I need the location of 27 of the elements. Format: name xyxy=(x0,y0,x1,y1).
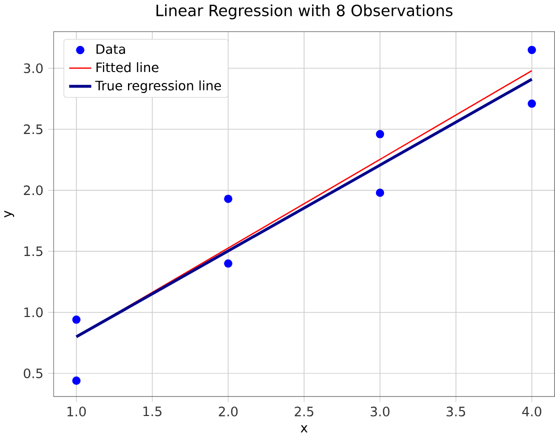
y-tick-label: 0.5 xyxy=(24,368,42,378)
y-tick-label: 1.0 xyxy=(24,308,43,318)
x-axis-title: x xyxy=(300,425,308,433)
x-tick-label: 2.0 xyxy=(218,406,238,417)
x-tick-label: 1.5 xyxy=(143,406,162,416)
y-axis-title: y xyxy=(4,210,14,218)
legend-label: True regression line xyxy=(95,80,221,94)
x-tick-label: 2.5 xyxy=(294,406,314,417)
legend-label: Data xyxy=(96,44,125,54)
y-tick-label: 2.5 xyxy=(24,124,42,134)
point xyxy=(72,316,81,324)
y-tick-label: 2.0 xyxy=(24,186,43,196)
y-tick-label: 3.0 xyxy=(24,64,43,74)
x-tick-label: 3.0 xyxy=(370,406,390,417)
point xyxy=(224,260,232,268)
point xyxy=(528,100,536,108)
legend-label: Fitted line xyxy=(96,62,158,72)
x-tick-label: 1.0 xyxy=(68,406,86,417)
point xyxy=(72,376,81,385)
x-tick-label: 3.5 xyxy=(446,406,466,417)
point xyxy=(224,194,232,204)
point xyxy=(376,130,384,138)
point xyxy=(376,188,384,198)
chart-title: Linear Regression with 8 Observations xyxy=(156,4,452,20)
point xyxy=(528,46,536,54)
y-tick-label: 1.5 xyxy=(24,246,42,256)
x-tick-label: 4.0 xyxy=(522,406,542,417)
